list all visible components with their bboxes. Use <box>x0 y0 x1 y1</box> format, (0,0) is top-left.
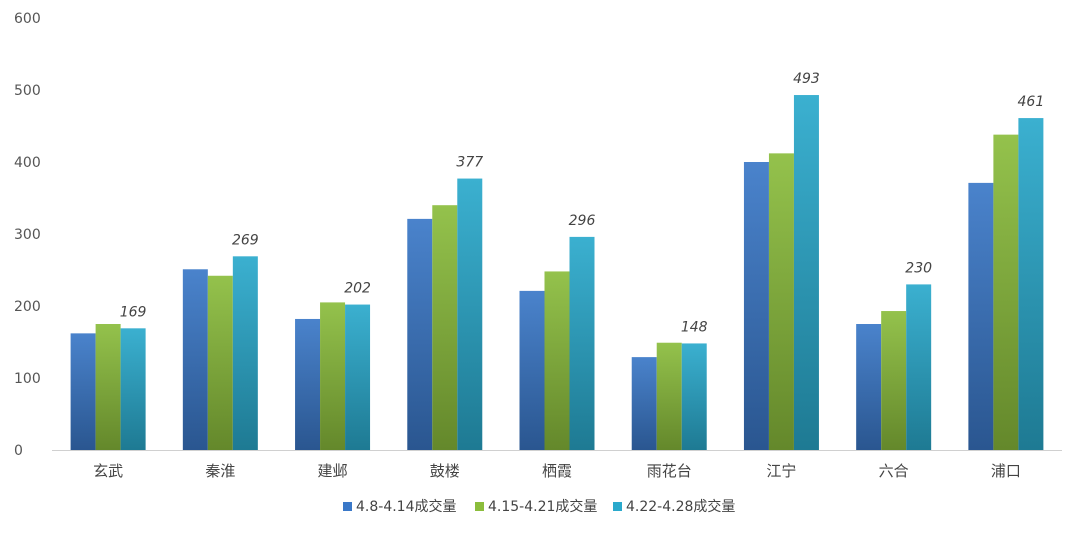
bar <box>569 236 595 450</box>
x-tick-label: 建邺 <box>318 462 348 480</box>
y-tick-label: 0 <box>14 443 23 459</box>
bars <box>70 95 1044 451</box>
data-label: 230 <box>905 260 932 276</box>
data-labels: 169 269 202 377 296 148 493 230 461 <box>120 71 1045 335</box>
bar <box>656 342 682 450</box>
x-tick-label: 栖霞 <box>542 462 572 480</box>
y-tick-label: 100 <box>14 371 41 387</box>
data-label: 148 <box>681 319 708 335</box>
data-label: 493 <box>793 71 820 87</box>
bar <box>182 269 208 450</box>
data-label: 461 <box>1018 94 1045 110</box>
bar <box>768 153 794 451</box>
bar <box>95 324 121 450</box>
bar <box>993 134 1019 450</box>
bar <box>432 205 458 450</box>
bar <box>631 357 657 450</box>
bar <box>207 275 233 450</box>
legend-item: 4.22-4.28成交量 <box>613 498 735 515</box>
bar <box>681 343 707 450</box>
x-tick-label: 雨花台 <box>647 462 692 480</box>
bar <box>856 324 882 450</box>
y-tick-label: 600 <box>14 11 41 27</box>
bar <box>1018 118 1044 450</box>
bar <box>407 218 433 450</box>
data-label: 269 <box>232 232 259 248</box>
x-tick-label: 鼓楼 <box>430 462 460 480</box>
y-tick-label: 300 <box>14 227 41 243</box>
x-tick-label: 玄武 <box>93 462 123 480</box>
y-tick-label: 400 <box>14 155 41 171</box>
x-axis: 玄武 秦淮 建邺 鼓楼 栖霞 雨花台 江宁 六合 浦口 <box>52 450 1062 480</box>
data-label: 377 <box>456 155 483 171</box>
y-tick-label: 500 <box>14 83 41 99</box>
bar <box>881 311 907 450</box>
legend-swatch <box>475 502 484 511</box>
legend-swatch <box>343 502 352 511</box>
bar <box>968 182 994 450</box>
bar <box>793 95 819 450</box>
bar <box>70 333 96 450</box>
bar <box>544 271 570 450</box>
bar <box>743 162 769 450</box>
legend: 4.8-4.14成交量 4.15-4.21成交量 4.22-4.28成交量 <box>343 498 735 515</box>
bar <box>345 304 371 450</box>
bar <box>457 178 483 450</box>
bar <box>295 318 321 450</box>
y-tick-label: 200 <box>14 299 41 315</box>
bar <box>519 290 545 450</box>
x-tick-label: 秦淮 <box>205 462 235 480</box>
legend-item: 4.8-4.14成交量 <box>343 498 457 515</box>
legend-label: 4.15-4.21成交量 <box>488 498 597 515</box>
bar <box>906 284 932 450</box>
data-label: 202 <box>344 281 371 297</box>
bar <box>232 256 258 450</box>
data-label: 169 <box>120 304 147 320</box>
bar <box>320 302 346 450</box>
x-tick-label: 浦口 <box>991 462 1021 480</box>
x-tick-label: 六合 <box>879 462 909 480</box>
legend-label: 4.22-4.28成交量 <box>626 498 735 515</box>
legend-swatch <box>613 502 622 511</box>
data-label: 296 <box>569 213 596 229</box>
legend-label: 4.8-4.14成交量 <box>356 498 457 515</box>
y-axis: 0 100 200 300 400 500 600 <box>14 11 41 459</box>
legend-item: 4.15-4.21成交量 <box>475 498 597 515</box>
bar <box>120 328 146 450</box>
x-tick-label: 江宁 <box>766 462 796 480</box>
